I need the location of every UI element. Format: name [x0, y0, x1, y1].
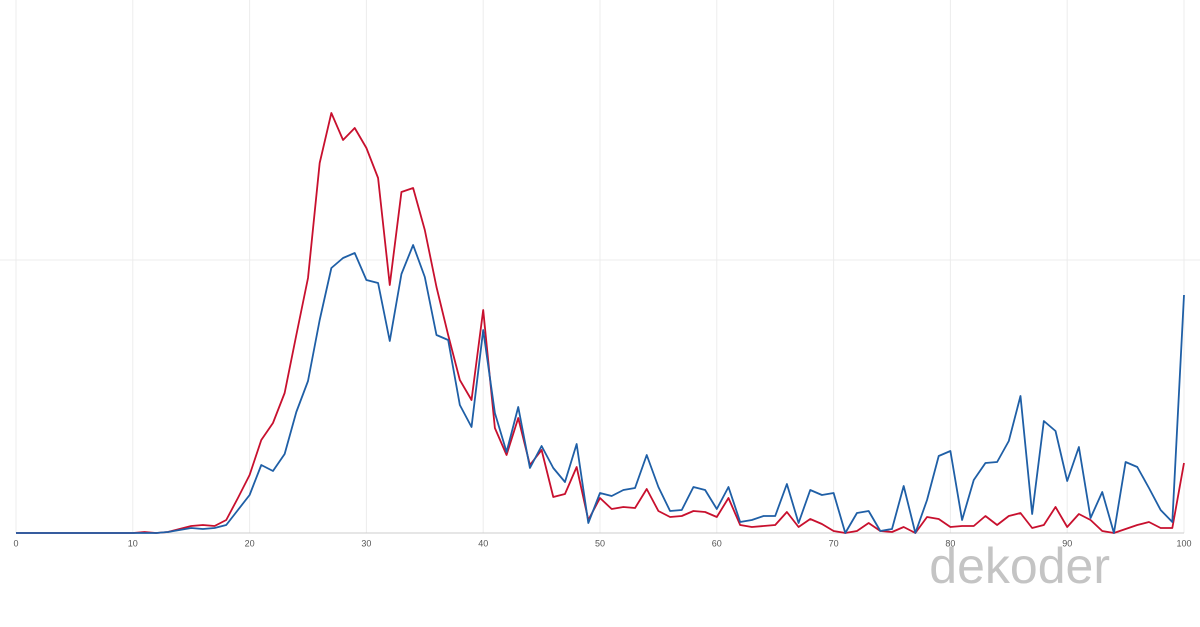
x-tick-label: 40	[478, 538, 488, 548]
x-tick-label: 70	[829, 538, 839, 548]
x-tick-label: 90	[1062, 538, 1072, 548]
x-tick-label: 80	[945, 538, 955, 548]
line-series	[16, 244, 1185, 534]
watermark: dekoder	[929, 538, 1110, 594]
x-tick-label: 30	[361, 538, 371, 548]
x-tick-label: 60	[712, 538, 722, 548]
x-tick-label: 20	[245, 538, 255, 548]
line-series	[16, 112, 1185, 534]
x-tick-label: 0	[13, 538, 18, 548]
x-tick-label: 100	[1176, 538, 1191, 548]
x-tick-label: 10	[128, 538, 138, 548]
x-tick-label: 50	[595, 538, 605, 548]
